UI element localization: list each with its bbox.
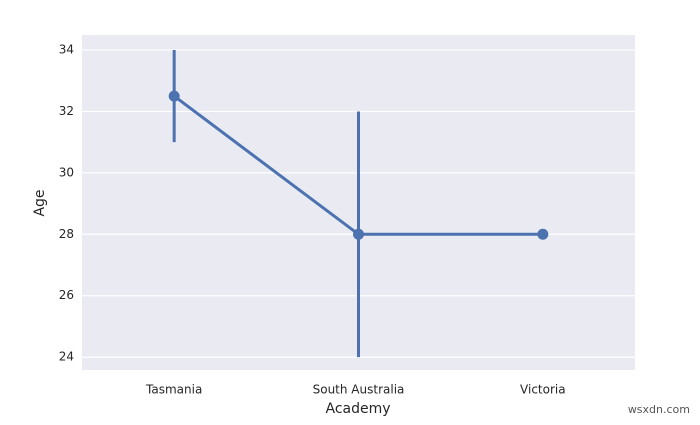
- y-axis-label: Age: [32, 189, 48, 216]
- y-tick-label: 24: [59, 350, 74, 364]
- y-tick-label: 30: [59, 165, 74, 179]
- point: [168, 90, 180, 102]
- x-axis-label: Academy: [325, 401, 390, 417]
- x-tick-label: South Australia: [313, 383, 405, 397]
- point: [353, 228, 364, 240]
- watermark: wsxdn.com: [628, 403, 690, 416]
- y-tick-label: 34: [59, 43, 74, 57]
- x-tick-label: Tasmania: [145, 383, 202, 397]
- y-tick-label: 32: [59, 104, 74, 118]
- x-tick-label: Victoria: [520, 383, 566, 397]
- y-tick-label: 28: [59, 227, 74, 241]
- point: [537, 228, 549, 240]
- y-tick-label: 26: [59, 288, 74, 302]
